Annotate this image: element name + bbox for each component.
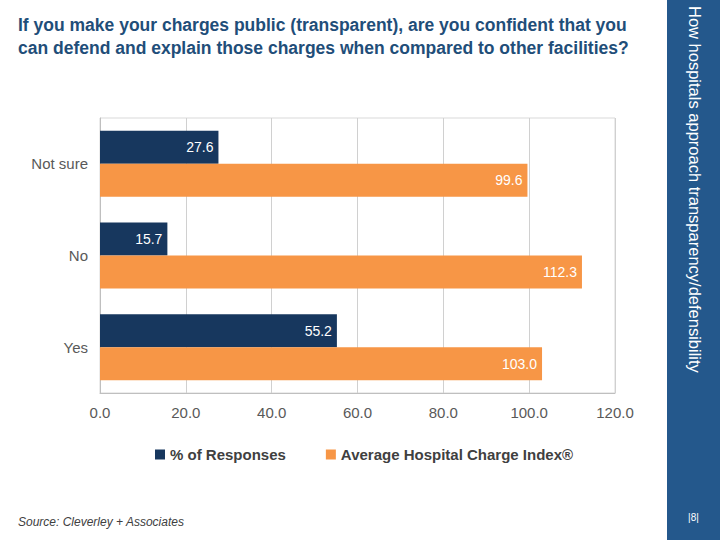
svg-text:112.3: 112.3	[543, 264, 577, 280]
svg-text:Not sure: Not sure	[31, 155, 88, 172]
svg-text:15.7: 15.7	[135, 231, 162, 247]
svg-text:27.6: 27.6	[186, 139, 213, 155]
svg-text:Yes: Yes	[64, 339, 88, 356]
html-text:How hospitals approach transpa: How hospitals approach transparency/defe…	[685, 6, 704, 373]
svg-text:0.0: 0.0	[90, 404, 111, 421]
svg-text:103.0: 103.0	[502, 356, 537, 372]
svg-text:120.0: 120.0	[596, 404, 634, 421]
html-text:Source: Cleverley + Associates: Source: Cleverley + Associates	[18, 515, 184, 529]
html-text:If you make your charges publi: If you make your charges public (transpa…	[18, 15, 629, 58]
svg-text:80.0: 80.0	[429, 404, 458, 421]
html-text:|8|: |8|	[688, 512, 699, 523]
svg-text:55.2: 55.2	[305, 323, 332, 339]
svg-text:20.0: 20.0	[171, 404, 200, 421]
svg-text:No: No	[69, 247, 88, 264]
svg-text:% of Responses: % of Responses	[170, 446, 286, 463]
svg-text:40.0: 40.0	[257, 404, 286, 421]
svg-text:Average Hospital Charge Index®: Average Hospital Charge Index®	[341, 446, 573, 463]
svg-text:100.0: 100.0	[510, 404, 548, 421]
svg-text:99.6: 99.6	[495, 172, 522, 188]
svg-text:60.0: 60.0	[343, 404, 372, 421]
